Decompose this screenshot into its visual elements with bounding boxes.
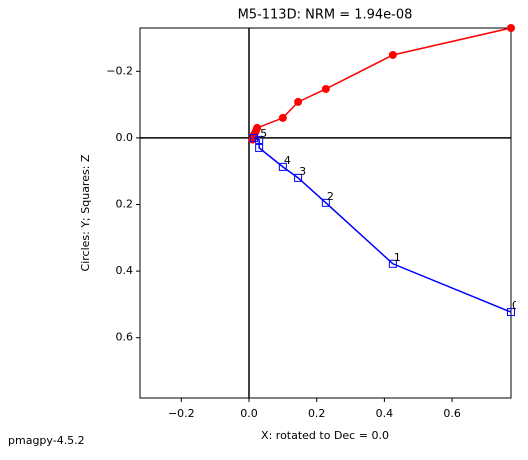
- circle-marker: [294, 97, 303, 106]
- square-marker: [321, 198, 330, 207]
- x-tick-label: 0.6: [443, 407, 461, 420]
- square-marker: [294, 173, 303, 182]
- x-tick-label: 0.0: [240, 407, 258, 420]
- square-marker: [388, 259, 397, 268]
- y-tick-label: 0.2: [116, 198, 134, 211]
- x-tick-label: 0.2: [308, 407, 326, 420]
- point-label: 2: [327, 190, 334, 203]
- circle-marker: [388, 50, 397, 59]
- plot-frame: [139, 27, 512, 399]
- x-tick-label: 0.4: [376, 407, 394, 420]
- x-axis-label: X: rotated to Dec = 0.0: [261, 429, 389, 442]
- circle-marker: [507, 24, 515, 32]
- plot-area: 0 1 2 34 5: [248, 24, 519, 317]
- y-tick-label: 0.4: [116, 264, 134, 277]
- chart-title: M5-113D: NRM = 1.94e-08: [238, 8, 413, 23]
- series-line: [253, 137, 512, 313]
- y-tick-label: −0.2: [106, 64, 133, 77]
- square-marker: [278, 162, 287, 171]
- footer: pmagpy-4.5.2: [8, 434, 85, 447]
- square-marker: [250, 133, 259, 142]
- y-tick-label: 0.6: [116, 331, 134, 344]
- series-line: [251, 27, 512, 140]
- point-label: 0: [512, 299, 519, 312]
- circle-marker: [321, 84, 330, 93]
- square-marker: [255, 143, 264, 152]
- square-marker: [255, 135, 264, 144]
- square-marker: [507, 308, 515, 317]
- y-axis-label: Circles: Y; Squares: Z: [79, 154, 92, 271]
- point-label: 3: [299, 165, 306, 178]
- x-tick-label: −0.2: [168, 407, 195, 420]
- point-label: 4: [284, 154, 291, 167]
- point-label: 5: [260, 127, 267, 140]
- circle-marker: [278, 113, 287, 122]
- point-label: 1: [394, 251, 401, 264]
- y-tick-label: 0.0: [116, 131, 134, 144]
